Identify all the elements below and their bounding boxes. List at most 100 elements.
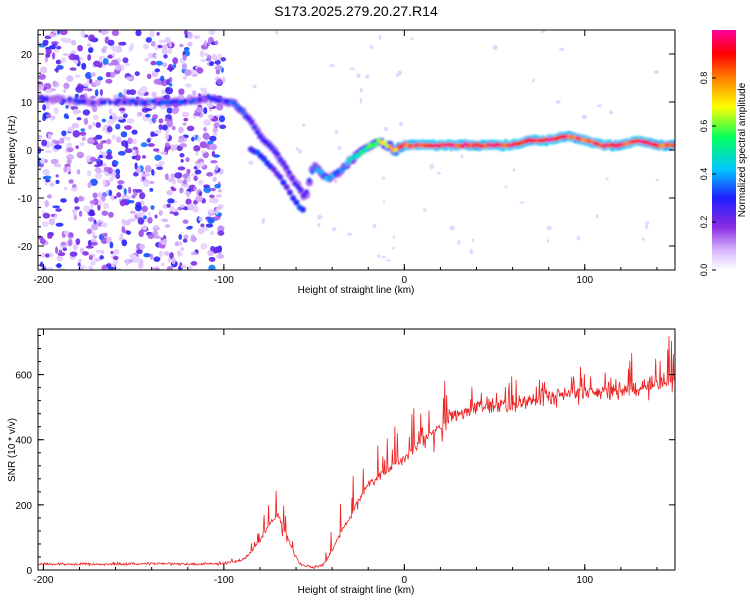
heatmap-noise-cell xyxy=(469,248,474,255)
heatmap-ridge-cell xyxy=(309,169,315,175)
heatmap-noise-cell xyxy=(154,154,162,161)
heatmap-noise-cell xyxy=(208,30,216,36)
heatmap-noise-cell xyxy=(65,105,69,109)
heatmap-ridge-cell xyxy=(269,145,275,151)
heatmap-noise-cell xyxy=(185,198,192,206)
heatmap-noise-cell xyxy=(115,173,121,180)
heatmap-ridge-cell xyxy=(312,164,318,170)
heatmap-noise-cell xyxy=(381,255,386,259)
heatmap-noise-cell xyxy=(581,114,587,120)
heatmap-ridge-cell xyxy=(304,189,309,195)
heatmap-noise-cell xyxy=(75,145,79,149)
heatmap-noise-cell xyxy=(90,95,96,99)
heatmap-noise-cell xyxy=(158,250,163,258)
heatmap-noise-cell xyxy=(167,198,175,204)
heatmap-noise-cell xyxy=(200,59,208,63)
heatmap-noise-cell xyxy=(97,203,101,211)
heatmap-noise-cell xyxy=(376,254,381,258)
heatmap-y-tick-label: 10 xyxy=(21,98,33,109)
heatmap-noise-cell xyxy=(162,44,169,50)
heatmap-noise-cell xyxy=(214,183,221,189)
heatmap-noise-cell xyxy=(41,220,49,228)
heatmap-noise-cell xyxy=(81,136,87,142)
heatmap-noise-cell xyxy=(179,43,184,48)
heatmap-noise-cell xyxy=(43,175,52,180)
heatmap-noise-cell xyxy=(39,253,47,258)
heatmap-noise-cell xyxy=(392,246,396,250)
heatmap-noise-cell xyxy=(119,232,124,240)
heatmap-noise-cell xyxy=(127,137,133,145)
heatmap-noise-cell xyxy=(198,217,203,222)
heatmap-noise-cell xyxy=(210,230,215,236)
heatmap-noise-cell xyxy=(90,242,98,246)
heatmap-noise-cell xyxy=(136,211,145,218)
heatmap-branch-cell xyxy=(260,155,267,162)
heatmap-noise-cell xyxy=(212,176,217,182)
heatmap-noise-cell xyxy=(44,88,53,94)
heatmap-noise-cell xyxy=(150,40,156,47)
heatmap-noise-cell xyxy=(77,258,83,263)
heatmap-noise-cell xyxy=(55,208,63,212)
heatmap-noise-cell xyxy=(123,125,132,130)
heatmap-noise-cell xyxy=(179,187,184,194)
heatmap-noise-cell xyxy=(46,194,52,199)
heatmap-noise-cell xyxy=(53,214,57,220)
heatmap-noise-cell xyxy=(160,262,165,267)
heatmap-noise-cell xyxy=(107,151,112,157)
heatmap-ridge-cell xyxy=(670,143,675,148)
heatmap-noise-cell xyxy=(108,211,114,218)
heatmap-noise-cell xyxy=(80,265,88,269)
heatmap-noise-cell xyxy=(275,30,279,35)
heatmap-noise-cell xyxy=(55,222,64,227)
heatmap-noise-cell xyxy=(59,137,65,144)
heatmap-ridge-cell xyxy=(151,98,156,105)
heatmap-ridge-cell xyxy=(240,109,246,115)
heatmap-noise-cell xyxy=(301,123,306,127)
heatmap-noise-cell xyxy=(151,169,155,176)
heatmap-noise-cell xyxy=(100,237,108,244)
heatmap-noise-cell xyxy=(161,47,168,55)
heatmap-noise-cell xyxy=(214,59,221,65)
heatmap-branch-cell xyxy=(280,179,287,186)
heatmap-noise-cell xyxy=(119,199,126,207)
heatmap-noise-cell xyxy=(193,112,201,117)
snr-y-axis-label: SNR (10 * v/v) xyxy=(7,418,18,482)
heatmap-noise-cell xyxy=(184,69,192,76)
heatmap-noise-cell xyxy=(94,172,103,180)
heatmap-noise-cell xyxy=(46,102,50,110)
heatmap-noise-cell xyxy=(200,243,208,250)
heatmap-noise-cell xyxy=(200,226,209,232)
heatmap-noise-cell xyxy=(113,195,117,199)
heatmap-noise-cell xyxy=(147,143,155,147)
heatmap-noise-cell xyxy=(645,223,649,230)
heatmap-noise-cell xyxy=(210,187,216,192)
heatmap-noise-cell xyxy=(150,205,155,210)
heatmap-noise-cell xyxy=(107,119,115,125)
heatmap-noise-cell xyxy=(57,251,66,257)
heatmap-noise-cell xyxy=(212,127,219,134)
heatmap-noise-cell xyxy=(174,241,179,247)
heatmap-noise-cell xyxy=(110,250,114,255)
heatmap-y-tick-label: 20 xyxy=(21,50,33,61)
heatmap-noise-cell xyxy=(356,73,361,79)
heatmap-ridge-cell xyxy=(142,100,148,106)
colorbar-ticks: 0.0 0.2 0.4 0.6 0.8 xyxy=(699,72,716,276)
heatmap-noise-cell xyxy=(82,109,91,116)
heatmap-y-tick-label: -20 xyxy=(18,242,33,253)
heatmap-noise-cell xyxy=(72,212,77,217)
heatmap-noise-cell xyxy=(89,210,95,217)
heatmap-noise-cell xyxy=(123,88,128,96)
heatmap-noise-cell xyxy=(153,53,158,60)
heatmap-noise-cell xyxy=(55,174,59,178)
heatmap-noise-cell xyxy=(69,67,77,71)
heatmap-noise-cell xyxy=(60,241,66,246)
heatmap-noise-cell xyxy=(149,180,155,185)
heatmap-noise-cell xyxy=(101,210,109,216)
heatmap-ridge-cell xyxy=(307,177,312,184)
heatmap-noise-cell xyxy=(101,30,110,35)
heatmap-noise-cell xyxy=(112,46,117,53)
heatmap-noise-cell xyxy=(199,141,208,149)
heatmap-noise-cell xyxy=(131,138,138,145)
heatmap-noise-cell xyxy=(70,187,79,192)
heatmap-noise-cell xyxy=(197,179,204,186)
